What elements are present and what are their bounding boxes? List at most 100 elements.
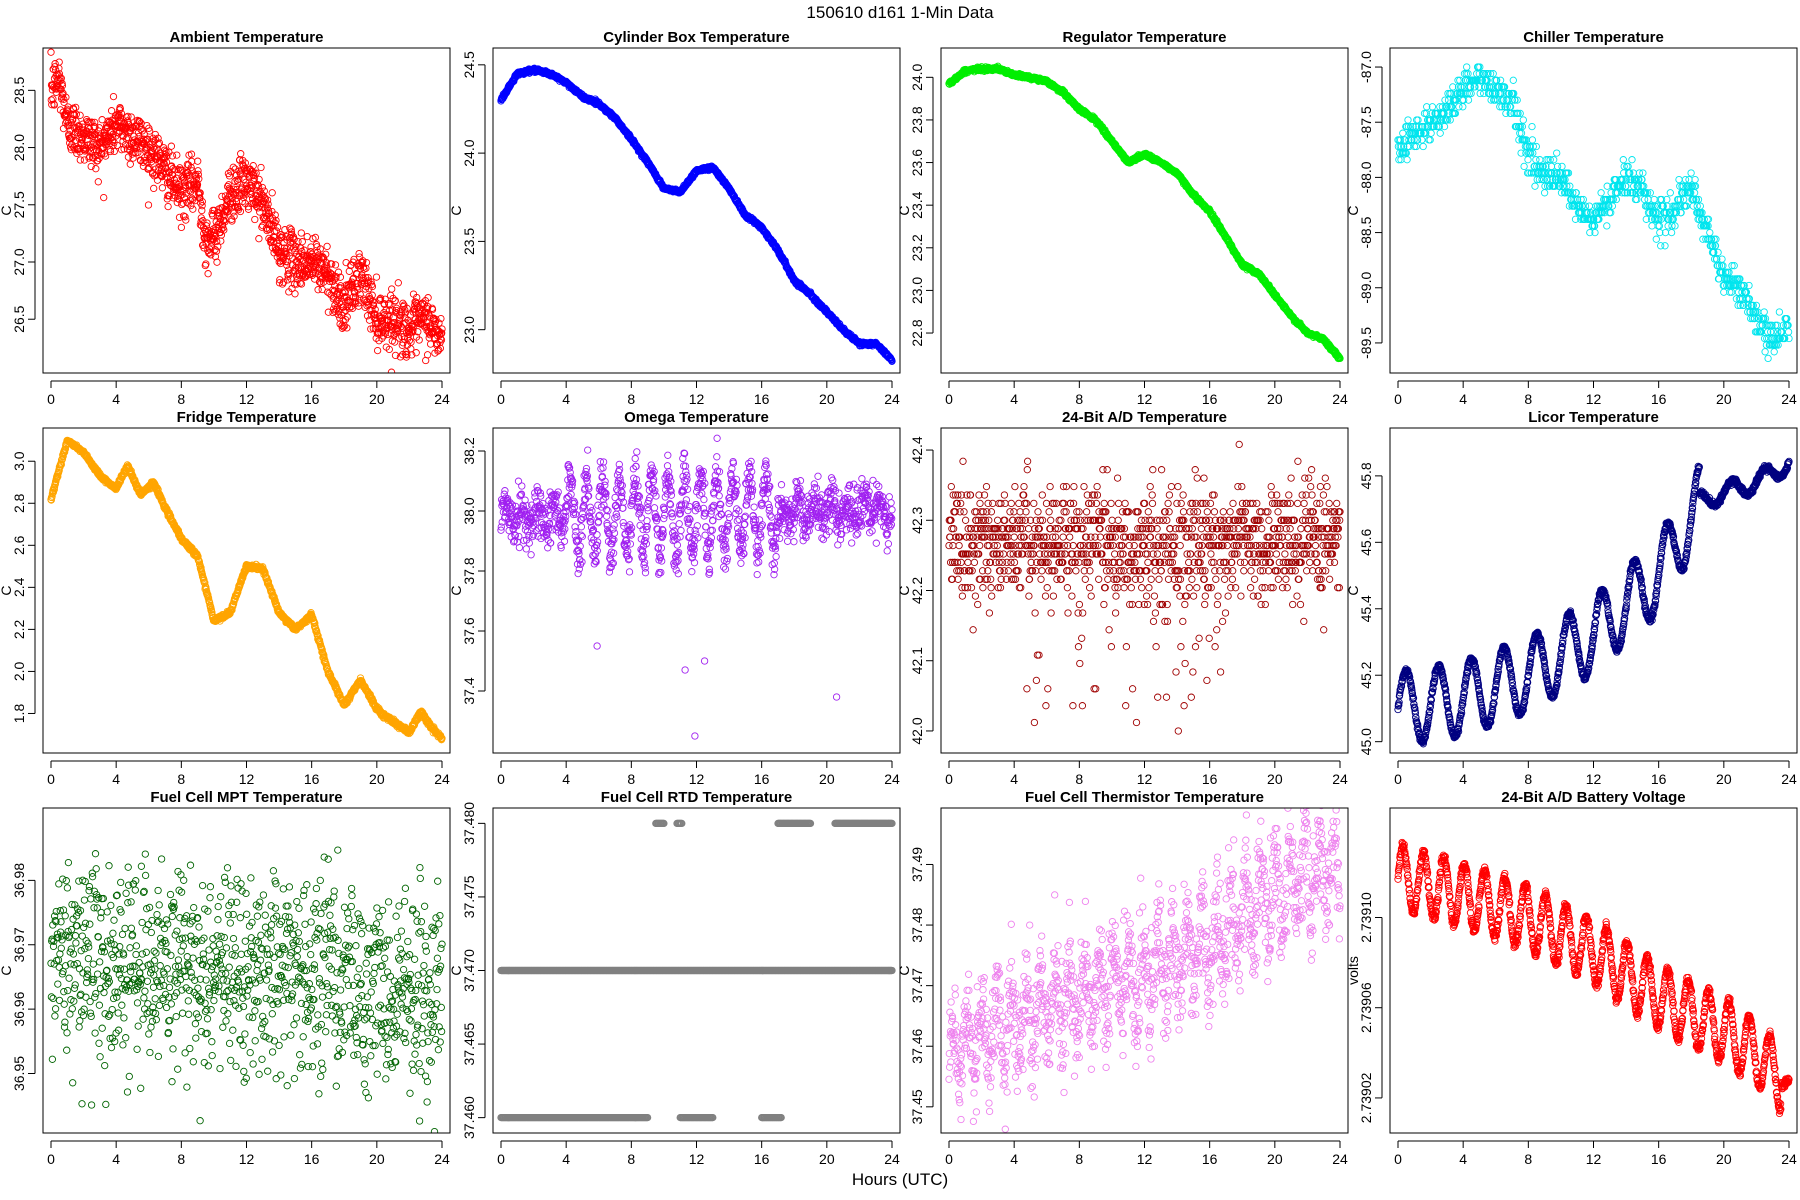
data-point (1553, 149, 1561, 157)
data-point (94, 178, 102, 186)
y-axis: 22.823.023.223.423.623.824.0 (909, 63, 934, 347)
data-point (438, 329, 446, 337)
data-point (95, 124, 104, 132)
data-point (316, 245, 324, 253)
data-point (400, 332, 408, 341)
data-point (134, 148, 142, 157)
data-point (268, 189, 276, 197)
data-point (194, 157, 202, 165)
data-point (338, 324, 346, 332)
data-point (1585, 202, 1594, 210)
data-point (1489, 70, 1497, 78)
data-point (391, 296, 399, 305)
data-point (126, 160, 134, 168)
data-point (67, 118, 75, 127)
data-point (72, 110, 80, 118)
data-point (175, 213, 184, 222)
data-point (1642, 215, 1650, 223)
data-point (320, 255, 328, 263)
data-point (187, 150, 196, 158)
data-point (250, 169, 258, 177)
data-point (109, 133, 117, 141)
data-point (391, 338, 399, 346)
data-point (1619, 156, 1627, 164)
data-point (1446, 116, 1454, 124)
data-point (376, 294, 385, 302)
data-point (1404, 116, 1412, 124)
data-point (161, 169, 170, 178)
data-point (117, 109, 126, 118)
data-point (194, 167, 202, 175)
data-point (1464, 96, 1473, 104)
data-point (62, 93, 70, 101)
data-point (1540, 189, 1549, 197)
data-point (214, 242, 222, 251)
data-point (87, 162, 95, 171)
data-point (271, 211, 279, 219)
data-point (431, 321, 439, 329)
data-point (261, 213, 269, 222)
data-point (362, 264, 370, 272)
data-point (362, 258, 371, 267)
data-point (1500, 96, 1508, 104)
data-point (423, 351, 432, 359)
panel-title: Cylinder Box Temperature (603, 29, 789, 46)
data-point (169, 165, 177, 173)
data-point (272, 216, 280, 225)
data-point (202, 260, 210, 268)
y-tick-label: 28.5 (11, 76, 27, 103)
data-point (212, 247, 221, 255)
data-point (402, 319, 410, 327)
data-point (408, 351, 416, 359)
data-point (1633, 195, 1641, 204)
data-point (192, 182, 200, 191)
data-point (1620, 162, 1628, 171)
data-point (229, 163, 237, 171)
data-point (1451, 109, 1460, 118)
data-point (414, 328, 422, 336)
data-point (373, 346, 382, 355)
data-point (389, 294, 397, 303)
data-point (160, 159, 168, 168)
data-point (437, 314, 445, 323)
y-axis-label: C (0, 205, 14, 215)
data-point (252, 182, 260, 190)
data-point (237, 150, 245, 158)
data-point (162, 168, 170, 176)
data-point (409, 326, 417, 335)
data-point (1455, 103, 1463, 111)
x-tick-label: 24 (1332, 391, 1348, 407)
data-point (164, 202, 172, 211)
data-point (1564, 169, 1573, 177)
data-point (244, 205, 253, 213)
data-point (127, 113, 135, 121)
data-point (288, 284, 296, 293)
data-point (165, 192, 174, 200)
data-point (225, 172, 234, 180)
data-point (98, 116, 106, 124)
data-point (278, 232, 286, 240)
data-point (279, 278, 288, 286)
data-point (381, 329, 390, 337)
data-point (323, 242, 331, 251)
y-axis-label: C (896, 205, 912, 215)
y-axis-label: C (448, 205, 464, 215)
data-point (300, 246, 308, 254)
data-point (345, 267, 353, 275)
x-tick-label: 8 (177, 391, 185, 407)
y-tick-label: 22.8 (909, 319, 925, 346)
data-point (264, 207, 273, 215)
data-point (116, 113, 125, 122)
data-point (426, 340, 435, 348)
data-point (47, 48, 55, 56)
data-point (436, 344, 445, 352)
data-points (497, 64, 896, 365)
data-point (214, 224, 223, 233)
data-point (328, 260, 336, 268)
data-point (163, 152, 171, 160)
data-point (281, 247, 289, 255)
data-point (1571, 215, 1580, 223)
data-point (385, 345, 393, 354)
panel-1: Ambient TemperatureC0481216202426.527.02… (0, 29, 451, 407)
